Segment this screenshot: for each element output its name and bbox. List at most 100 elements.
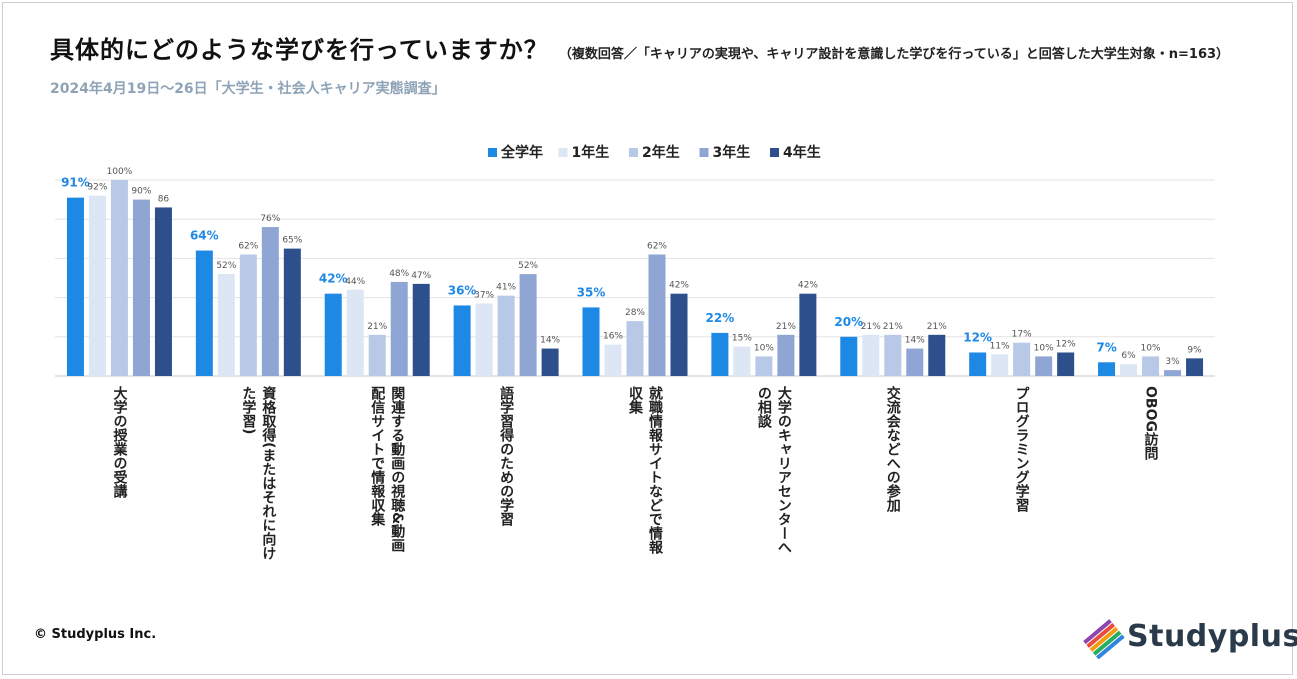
bar-2-1: [195, 250, 213, 376]
bar-8-2: [991, 354, 1009, 376]
bar-9-4: [1164, 370, 1182, 376]
data-label-5-3: 28%: [625, 308, 645, 318]
data-label-5-2: 16%: [603, 332, 623, 342]
data-label-5-1: 35%: [577, 285, 606, 299]
bar-6-5: [799, 293, 817, 376]
bar-8-5: [1057, 352, 1075, 376]
bar-6-3: [755, 356, 773, 376]
legend-label-5: 4年生: [783, 144, 821, 161]
bar-1-4: [132, 199, 150, 376]
data-label-5-4: 62%: [647, 241, 667, 251]
data-label-7-1: 20%: [834, 315, 863, 329]
data-label-8-3: 17%: [1012, 330, 1032, 340]
category-label-9: OBOG訪問: [1141, 386, 1161, 596]
data-label-6-2: 15%: [732, 334, 752, 344]
legend-label-2: 1年生: [572, 144, 610, 161]
data-label-7-3: 21%: [883, 322, 903, 332]
studyplus-logo[interactable]: Studyplus: [1079, 615, 1297, 660]
data-label-2-4: 76%: [260, 214, 280, 224]
data-label-2-1: 64%: [190, 229, 219, 243]
bar-7-2: [862, 334, 880, 376]
legend-swatch-3: [629, 148, 638, 157]
bar-3-5: [412, 283, 430, 376]
data-label-2-5: 65%: [282, 236, 302, 246]
category-label-line: 関連する動画の視聴&動画: [389, 386, 406, 553]
data-label-8-1: 12%: [963, 330, 992, 344]
category-label-5: 就職情報サイトなどで情報 収集: [625, 386, 665, 596]
chart-title: 具体的にどのような学びを行っていますか？: [50, 36, 549, 64]
bar-4-1: [453, 305, 471, 376]
data-label-4-5: 14%: [540, 336, 560, 346]
bar-8-4: [1035, 356, 1053, 376]
category-label-1: 大学の授業の受講: [109, 386, 129, 596]
data-label-8-4: 10%: [1034, 343, 1054, 353]
bar-1-5: [154, 207, 172, 376]
data-label-6-3: 10%: [754, 343, 774, 353]
data-label-3-1: 42%: [319, 272, 348, 286]
bar-9-5: [1186, 358, 1204, 376]
category-label-line: 資格取得(またはそれに向け: [260, 386, 277, 561]
bar-7-5: [928, 334, 946, 376]
category-label-8: プログラミング学習: [1012, 386, 1032, 596]
category-label-line: 大学のキャリアセンターへ: [775, 386, 792, 554]
category-label-line: た学習): [240, 386, 257, 435]
category-label-line: 大学の授業の受講: [111, 386, 128, 498]
data-label-6-1: 22%: [706, 311, 735, 325]
bar-9-1: [1098, 362, 1116, 376]
data-label-9-2: 6%: [1121, 351, 1136, 361]
legend-label-4: 3年生: [713, 144, 751, 161]
legend-swatch-5: [770, 148, 779, 157]
data-label-3-4: 48%: [389, 269, 409, 279]
category-label-4: 語学習得のための学習: [496, 386, 516, 596]
bar-6-2: [733, 346, 751, 376]
category-label-line: 収集: [627, 386, 643, 414]
bar-3-2: [346, 289, 364, 376]
data-label-9-1: 7%: [1096, 340, 1116, 354]
data-label-9-5: 9%: [1187, 345, 1202, 355]
legend-swatch-2: [558, 148, 568, 157]
bar-2-3: [239, 254, 257, 376]
data-label-1-2: 92%: [87, 183, 107, 193]
data-label-3-5: 47%: [411, 271, 431, 281]
data-label-1-5: 86: [158, 194, 170, 204]
category-label-7: 交流会などへの参加: [883, 386, 903, 596]
bar-2-4: [261, 227, 279, 376]
category-label-line: 交流会などへの参加: [884, 386, 901, 512]
bar-7-3: [884, 334, 902, 376]
data-label-5-5: 42%: [669, 281, 689, 291]
data-label-4-3: 41%: [496, 283, 516, 293]
data-label-6-4: 21%: [776, 322, 796, 332]
bar-9-3: [1142, 356, 1160, 376]
bar-4-2: [475, 303, 493, 376]
category-label-line: プログラミング学習: [1013, 386, 1030, 512]
legend-swatch-4: [699, 148, 709, 157]
category-label-line: 語学習得のための学習: [498, 386, 515, 526]
bar-2-2: [217, 274, 235, 376]
data-label-9-3: 10%: [1141, 343, 1161, 353]
chart-note: （複数回答／「キャリアの実現や、キャリア設計を意識した学びを行っている」と回答し…: [558, 47, 1230, 62]
bar-3-4: [390, 281, 408, 376]
category-label-line: 配信サイトで情報収集: [369, 386, 386, 526]
data-label-2-3: 62%: [238, 241, 258, 251]
bar-4-3: [497, 295, 515, 376]
data-label-7-4: 14%: [905, 336, 925, 346]
legend-label-3: 2年生: [642, 144, 680, 161]
logo-text: Studyplus: [1127, 619, 1297, 654]
data-label-2-2: 52%: [216, 261, 236, 271]
category-label-line: OBOG訪問: [1142, 386, 1159, 460]
chart-subtitle: 2024年4月19日～26日「大学生・社会人キャリア実態調査」: [50, 81, 446, 97]
bar-7-4: [906, 348, 924, 376]
data-label-8-2: 11%: [990, 341, 1010, 351]
bar-6-1: [711, 332, 729, 376]
bar-6-4: [777, 334, 795, 376]
bar-4-4: [519, 274, 537, 376]
bar-5-1: [582, 307, 600, 376]
category-label-2: 資格取得(またはそれに向け た学習): [238, 386, 278, 596]
legend-swatch-1: [488, 148, 497, 157]
data-label-1-1: 91%: [61, 176, 90, 190]
data-label-4-2: 37%: [474, 290, 494, 300]
data-label-7-5: 21%: [927, 322, 947, 332]
bar-3-3: [368, 334, 386, 376]
data-label-8-5: 12%: [1056, 339, 1076, 349]
bar-4-5: [541, 348, 559, 376]
